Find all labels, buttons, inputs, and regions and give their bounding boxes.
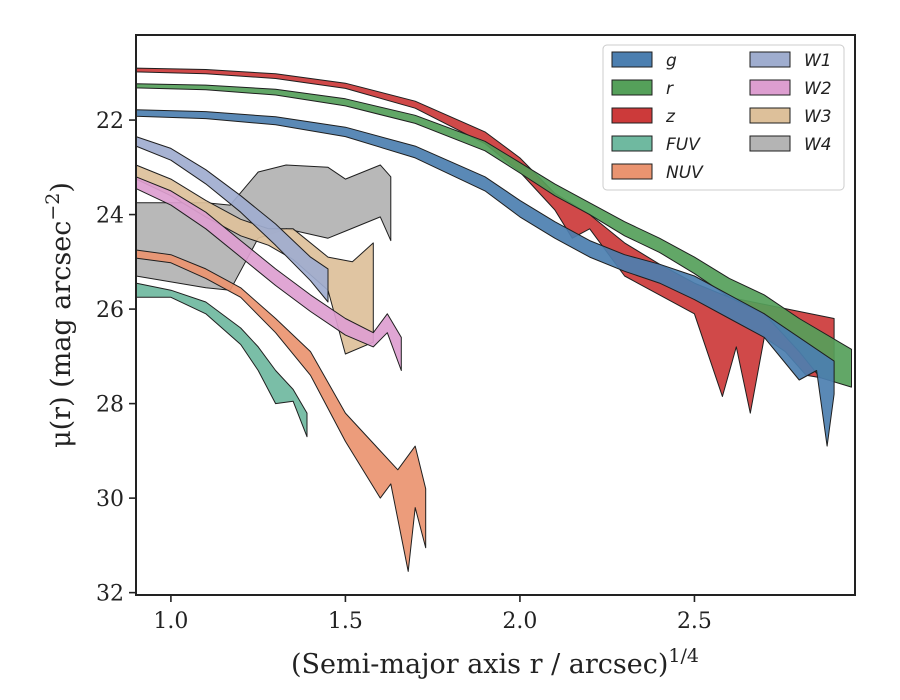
legend-label-nuv: NUV: [666, 163, 704, 183]
x-tick-label: 2.0: [502, 609, 537, 634]
y-tick-label: 28: [96, 393, 124, 418]
y-tick-label: 32: [96, 582, 124, 607]
y-axis-label: μ(r) (mag arcsec−2): [42, 182, 77, 448]
series-band-fuv: [135, 282, 308, 438]
y-tick-label: 26: [96, 298, 124, 323]
legend-label-g: g: [666, 51, 677, 71]
series-band-nuv: [135, 249, 427, 572]
series-bands: [135, 67, 852, 572]
plot-frame: [135, 34, 856, 596]
series-band-w1: [135, 136, 329, 303]
legend-swatch-w1: [749, 51, 791, 68]
legend: grz FUV NUV W1 W2 W3 W4: [602, 44, 845, 191]
legend-swatch-w2: [749, 79, 791, 96]
legend-label-w1: W1: [804, 51, 832, 71]
legend-swatch-w3: [749, 107, 791, 124]
legend-label-w3: W3: [804, 107, 832, 127]
x-tick-label: 2.5: [677, 609, 712, 634]
legend-swatch-r: [611, 79, 653, 96]
y-tick-label: 24: [96, 204, 124, 229]
legend-swatch-z: [611, 107, 653, 124]
legend-label-z: z: [665, 107, 676, 127]
x-tick-label: 1.5: [328, 609, 363, 634]
legend-label-r: r: [666, 79, 674, 99]
series-band-w2: [135, 176, 402, 371]
legend-label-w4: W4: [804, 135, 832, 155]
legend-swatch-fuv: [611, 135, 653, 152]
y-tick-label: 22: [96, 109, 124, 134]
legend-swatch-nuv: [611, 163, 653, 180]
legend-label-w2: W2: [804, 79, 832, 99]
x-tick-label: 1.0: [153, 609, 188, 634]
x-ticks: 1.0 1.5 2.0 2.5: [153, 595, 712, 634]
legend-swatch-g: [611, 51, 653, 68]
legend-label-fuv: FUV: [666, 135, 701, 155]
x-axis-label: (Semi-major axis r / arcsec)1/4: [291, 645, 699, 680]
legend-swatch-w4: [749, 135, 791, 152]
series-band-g: [135, 109, 835, 447]
y-tick-label: 30: [96, 487, 124, 512]
y-ticks: 22 24 26 28 30 32: [96, 109, 136, 607]
series-band-r: [135, 83, 852, 388]
